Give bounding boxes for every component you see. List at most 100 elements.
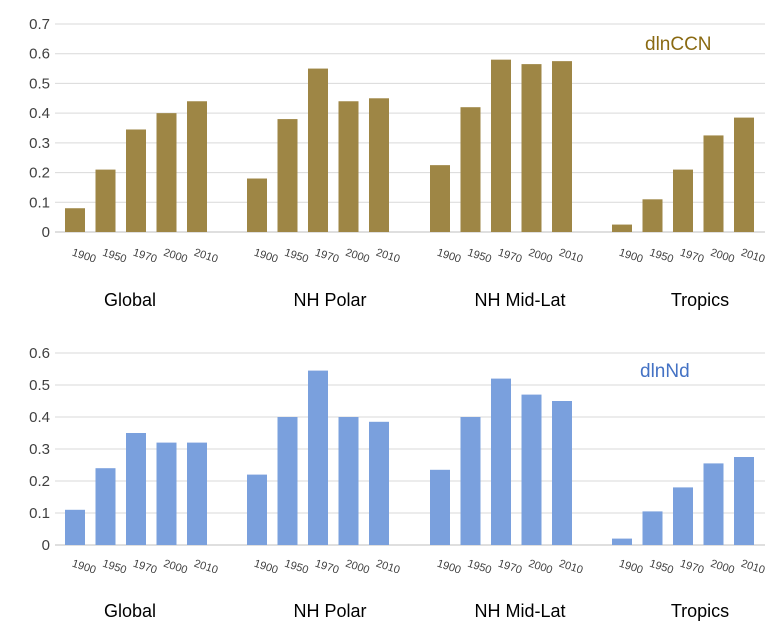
bar bbox=[308, 68, 328, 232]
x-tick-label: 1900 bbox=[617, 247, 644, 266]
x-tick-label: 2010 bbox=[739, 558, 766, 577]
x-tick-label: 1970 bbox=[678, 558, 705, 577]
group-label: NH Polar bbox=[293, 290, 366, 310]
x-tick-label: 1950 bbox=[466, 247, 493, 266]
y-tick-label: 0.3 bbox=[29, 441, 50, 458]
x-tick-label: 1970 bbox=[496, 247, 523, 266]
bar bbox=[308, 370, 328, 545]
bar bbox=[521, 64, 542, 232]
bar bbox=[642, 511, 663, 545]
x-tick-label: 2010 bbox=[739, 247, 766, 266]
x-tick-label: 1900 bbox=[70, 558, 97, 577]
x-tick-label: 2000 bbox=[527, 558, 554, 577]
x-tick-label: 2000 bbox=[162, 558, 189, 577]
x-tick-label: 2000 bbox=[709, 247, 736, 266]
x-tick-label: 1900 bbox=[252, 558, 279, 577]
x-tick-label: 1950 bbox=[101, 558, 128, 577]
group-label: Global bbox=[104, 601, 156, 621]
bar bbox=[65, 208, 85, 232]
bar bbox=[338, 101, 359, 232]
x-tick-label: 2010 bbox=[192, 558, 219, 577]
y-tick-label: 0.7 bbox=[29, 16, 50, 33]
bar bbox=[673, 487, 693, 545]
bar bbox=[460, 107, 481, 232]
x-tick-label: 2000 bbox=[709, 558, 736, 577]
x-tick-label: 2010 bbox=[374, 247, 401, 266]
x-tick-label: 1950 bbox=[101, 247, 128, 266]
x-tick-label: 1970 bbox=[131, 558, 158, 577]
bar bbox=[338, 417, 359, 545]
x-tick-label: 2010 bbox=[557, 247, 584, 266]
bar bbox=[703, 135, 724, 232]
group-label: NH Polar bbox=[293, 601, 366, 621]
y-tick-label: 0.5 bbox=[29, 75, 50, 92]
x-tick-label: 1970 bbox=[496, 558, 523, 577]
x-tick-label: 2000 bbox=[344, 247, 371, 266]
group-label: Global bbox=[104, 290, 156, 310]
bar bbox=[612, 224, 632, 232]
bar bbox=[65, 509, 85, 545]
bar bbox=[491, 59, 511, 233]
bar bbox=[95, 468, 116, 545]
y-tick-label: 0.2 bbox=[29, 165, 50, 182]
group-label: NH Mid-Lat bbox=[474, 290, 565, 310]
x-tick-label: 1950 bbox=[283, 247, 310, 266]
y-tick-label: 0.1 bbox=[29, 194, 50, 211]
bar bbox=[277, 119, 298, 232]
x-tick-label: 1900 bbox=[70, 247, 97, 266]
series-label: dlnNd bbox=[640, 361, 690, 382]
bar bbox=[277, 417, 298, 545]
bar bbox=[552, 61, 572, 233]
y-tick-label: 0.4 bbox=[29, 409, 50, 426]
y-tick-label: 0.6 bbox=[29, 345, 50, 362]
x-tick-label: 1950 bbox=[466, 558, 493, 577]
x-tick-label: 1970 bbox=[678, 247, 705, 266]
bar bbox=[734, 117, 754, 232]
series-label: dlnCCN bbox=[645, 34, 712, 55]
x-tick-label: 2000 bbox=[527, 247, 554, 266]
bar bbox=[642, 199, 663, 232]
x-tick-label: 1900 bbox=[252, 247, 279, 266]
x-tick-label: 1970 bbox=[313, 247, 340, 266]
bar bbox=[430, 469, 450, 545]
y-tick-label: 0.5 bbox=[29, 377, 50, 394]
x-tick-label: 2000 bbox=[344, 558, 371, 577]
x-tick-label: 1950 bbox=[648, 247, 675, 266]
bar bbox=[673, 169, 693, 232]
x-tick-label: 1900 bbox=[617, 558, 644, 577]
bar bbox=[156, 113, 177, 232]
x-tick-label: 2000 bbox=[162, 247, 189, 266]
x-tick-label: 1950 bbox=[648, 558, 675, 577]
bar bbox=[491, 378, 511, 545]
y-tick-label: 0 bbox=[42, 224, 50, 241]
x-tick-label: 2010 bbox=[374, 558, 401, 577]
bar bbox=[734, 457, 754, 545]
bar bbox=[187, 101, 207, 232]
x-tick-label: 1970 bbox=[313, 558, 340, 577]
y-tick-label: 0.3 bbox=[29, 135, 50, 152]
bar bbox=[460, 417, 481, 545]
x-tick-label: 1900 bbox=[435, 558, 462, 577]
bar bbox=[703, 463, 724, 545]
x-tick-label: 1900 bbox=[435, 247, 462, 266]
y-tick-label: 0.6 bbox=[29, 46, 50, 63]
bar bbox=[552, 401, 572, 545]
y-tick-label: 0.1 bbox=[29, 505, 50, 522]
bar bbox=[612, 538, 632, 545]
bar bbox=[247, 178, 267, 232]
x-tick-label: 1950 bbox=[283, 558, 310, 577]
bar bbox=[156, 442, 177, 545]
bar bbox=[521, 394, 542, 545]
bar bbox=[187, 442, 207, 545]
group-label: Tropics bbox=[671, 601, 729, 621]
x-tick-label: 1970 bbox=[131, 247, 158, 266]
y-tick-label: 0 bbox=[42, 537, 50, 554]
y-tick-label: 0.2 bbox=[29, 473, 50, 490]
bar bbox=[369, 421, 389, 545]
bar bbox=[126, 129, 146, 232]
group-label: NH Mid-Lat bbox=[474, 601, 565, 621]
bar bbox=[369, 98, 389, 233]
y-tick-label: 0.4 bbox=[29, 105, 50, 122]
bar bbox=[430, 165, 450, 232]
